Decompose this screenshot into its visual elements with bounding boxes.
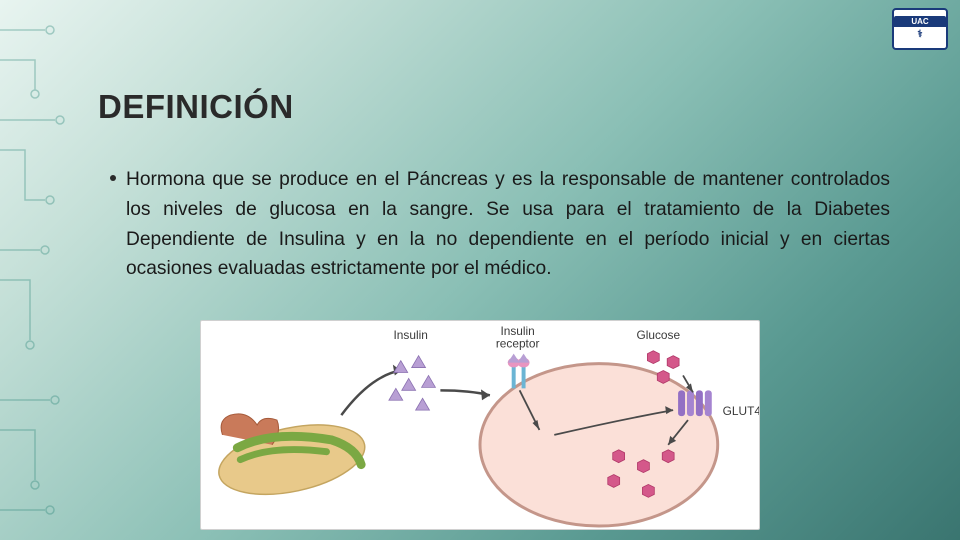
label-receptor-2: receptor (496, 337, 540, 351)
cell-membrane (480, 364, 718, 526)
definition-text: Hormona que se produce en el Páncreas y … (126, 165, 890, 284)
bullet-item: Hormona que se produce en el Páncreas y … (110, 165, 890, 284)
label-glucose: Glucose (636, 328, 680, 342)
logo-acronym: UAC (894, 16, 946, 27)
slide-title: DEFINICIÓN (98, 88, 294, 126)
label-glut4: GLUT4 (723, 404, 759, 418)
label-insulin: Insulin (394, 328, 428, 342)
pancreas-shape (213, 413, 372, 506)
arrow-1 (341, 371, 400, 416)
logo-symbol: ⚕ (915, 27, 924, 42)
bullet-dot-icon (110, 175, 116, 181)
university-logo: UAC ⚕ (892, 8, 948, 50)
insulin-molecules (389, 356, 436, 410)
circuit-decoration (0, 0, 100, 540)
insulin-diagram: Insulin Insulin receptor Glucose GLUT4 (200, 320, 760, 530)
